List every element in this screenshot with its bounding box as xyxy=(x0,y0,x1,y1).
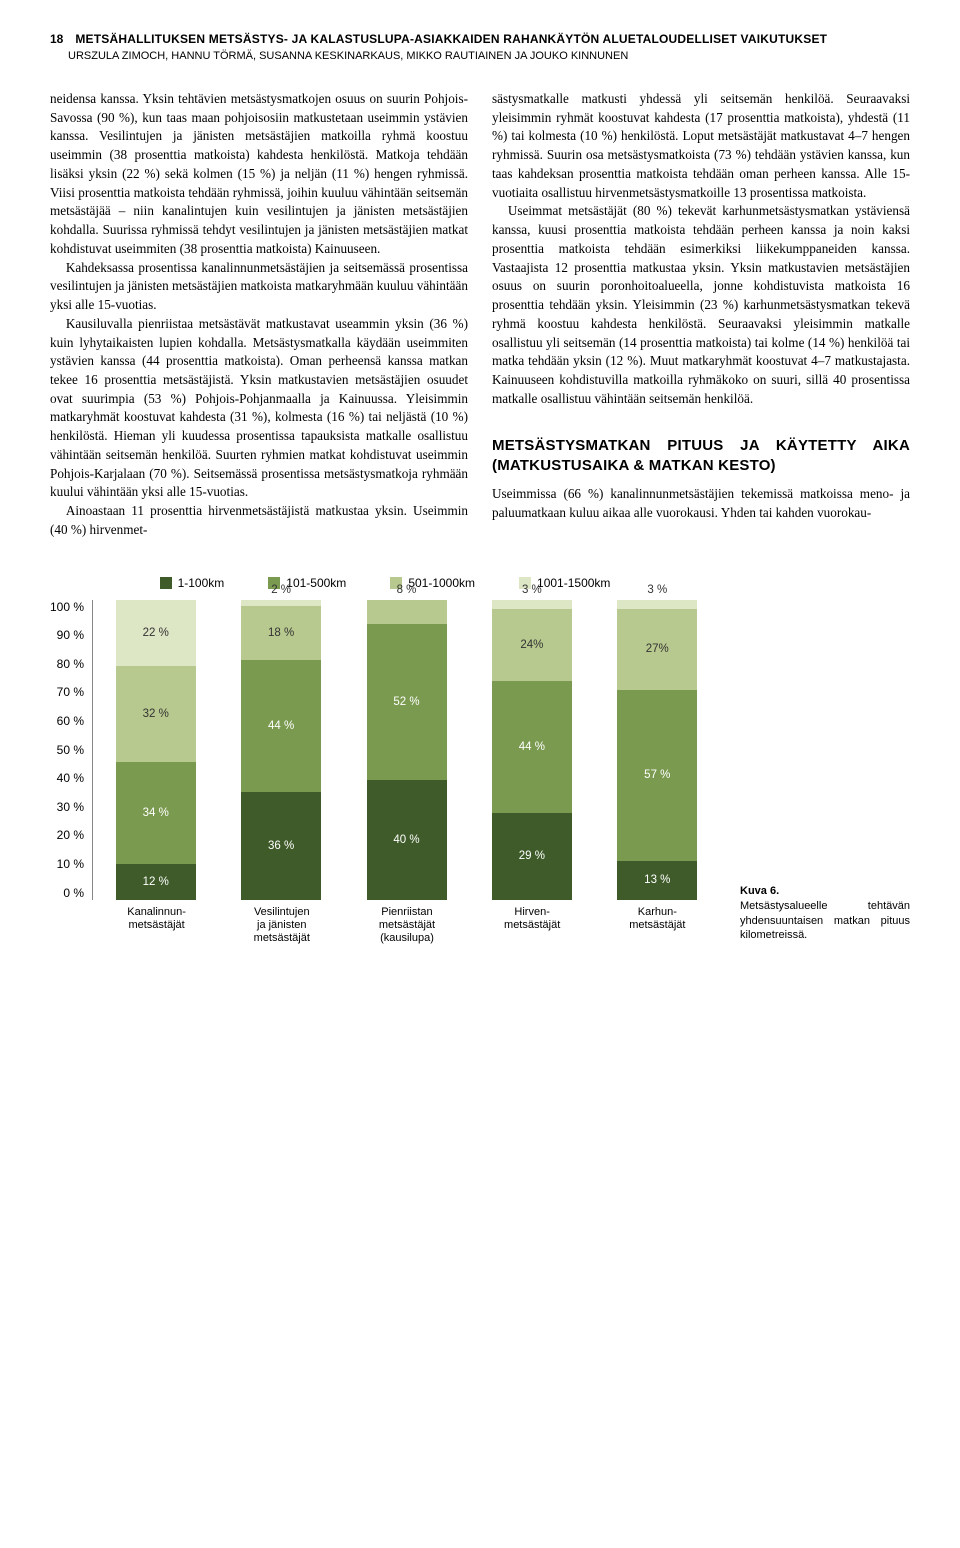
segment-label: 24% xyxy=(520,639,543,651)
segment-label: 52 % xyxy=(393,696,419,708)
paragraph: sästysmatkalle matkusti yhdessä yli seit… xyxy=(492,90,910,202)
y-tick: 60 % xyxy=(57,714,84,728)
bar-segment: 44 % xyxy=(241,660,321,792)
y-tick: 20 % xyxy=(57,828,84,842)
bars-container: 12 % 34 % 32 % 22 % 36 % 44 % 18 % 2 % 40 % 52 % 8… xyxy=(92,600,720,900)
chart-block: 1-100km101-500km501-1000km1001-1500km 10… xyxy=(50,576,910,946)
segment-label: 3 % xyxy=(492,584,572,596)
header-title: METSÄHALLITUKSEN METSÄSTYS- JA KALASTUSL… xyxy=(75,32,827,46)
bar-segment: 24% xyxy=(492,609,572,681)
paragraph: neidensa kanssa. Yksin tehtävien metsäst… xyxy=(50,90,468,259)
bar-column: 12 % 34 % 32 % 22 % xyxy=(116,600,196,900)
y-tick: 50 % xyxy=(57,743,84,757)
bar-segment: 27% xyxy=(617,609,697,690)
legend-item: 1-100km xyxy=(160,576,225,590)
bar-segment: 2 % xyxy=(241,600,321,606)
segment-label: 13 % xyxy=(644,874,670,886)
segment-label: 40 % xyxy=(393,834,419,846)
segment-label: 8 % xyxy=(367,584,447,596)
bar-column: 40 % 52 % 8 % xyxy=(367,600,447,900)
body-text: neidensa kanssa. Yksin tehtävien metsäst… xyxy=(50,90,910,540)
segment-label: 2 % xyxy=(241,584,321,596)
legend-swatch xyxy=(160,577,172,589)
bar-segment: 40 % xyxy=(367,780,447,900)
bar-segment: 44 % xyxy=(492,681,572,813)
stacked-bar-chart: 100 % 90 % 80 % 70 % 60 % 50 % 40 % 30 % 20 % 10 … xyxy=(50,600,720,900)
bar-segment: 29 % xyxy=(492,813,572,900)
bar-segment: 22 % xyxy=(116,600,196,666)
segment-label: 22 % xyxy=(143,627,169,639)
bar-segment: 12 % xyxy=(116,864,196,900)
x-axis-labels: Kanalinnun-metsästäjät Vesilintujenja jän… xyxy=(94,906,720,946)
right-column: sästysmatkalle matkusti yhdessä yli seit… xyxy=(492,90,910,540)
paragraph: Useimmissa (66 %) kanalinnunmetsästäjien… xyxy=(492,485,910,522)
bar-segment: 13 % xyxy=(617,861,697,900)
x-label: Kanalinnun-metsästäjät xyxy=(112,906,202,946)
paragraph: Kausiluvalla pienriistaa metsästävät mat… xyxy=(50,315,468,502)
paragraph: Useimmat metsästäjät (80 %) tekevät karh… xyxy=(492,202,910,408)
y-tick: 90 % xyxy=(57,628,84,642)
x-label: Karhun-metsästäjät xyxy=(612,906,702,946)
segment-label: 27% xyxy=(646,643,669,655)
y-tick: 40 % xyxy=(57,771,84,785)
paragraph: Kahdeksassa prosentissa kanalinnunmetsäs… xyxy=(50,259,468,315)
bar-segment: 32 % xyxy=(116,666,196,762)
legend-label: 1-100km xyxy=(178,576,225,590)
x-label: Vesilintujenja jänistenmetsästäjät xyxy=(237,906,327,946)
page-number: 18 xyxy=(50,32,63,46)
section-heading: METSÄSTYSMATKAN PITUUS JA KÄYTETTY AIKA … xyxy=(492,436,910,475)
segment-label: 32 % xyxy=(143,708,169,720)
x-label: Hirven-metsästäjät xyxy=(487,906,577,946)
bar-column: 29 % 44 % 24% 3 % xyxy=(492,600,572,900)
page-header: 18 METSÄHALLITUKSEN METSÄSTYS- JA KALAST… xyxy=(50,30,910,62)
y-tick: 10 % xyxy=(57,857,84,871)
left-column: neidensa kanssa. Yksin tehtävien metsäst… xyxy=(50,90,468,540)
bar-segment: 3 % xyxy=(492,600,572,609)
caption-title: Kuva 6. xyxy=(740,885,779,897)
segment-label: 36 % xyxy=(268,840,294,852)
bar-segment: 3 % xyxy=(617,600,697,609)
segment-label: 34 % xyxy=(143,807,169,819)
segment-label: 44 % xyxy=(519,741,545,753)
bar-column: 13 % 57 % 27% 3 % xyxy=(617,600,697,900)
bar-segment: 52 % xyxy=(367,624,447,780)
caption-text: Metsästysalueelle tehtävän yhdensuuntais… xyxy=(740,900,910,942)
segment-label: 12 % xyxy=(143,876,169,888)
y-axis: 100 % 90 % 80 % 70 % 60 % 50 % 40 % 30 % 20 % 10 … xyxy=(50,600,92,900)
segment-label: 29 % xyxy=(519,850,545,862)
segment-label: 44 % xyxy=(268,720,294,732)
y-tick: 30 % xyxy=(57,800,84,814)
chart-caption: Kuva 6. Metsästysalueelle tehtävän yhden… xyxy=(740,884,910,945)
bar-column: 36 % 44 % 18 % 2 % xyxy=(241,600,321,900)
header-authors: URSZULA ZIMOCH, HANNU TÖRMÄ, SUSANNA KES… xyxy=(68,50,910,62)
segment-label: 3 % xyxy=(617,584,697,596)
bar-segment: 57 % xyxy=(617,690,697,861)
paragraph: Ainoastaan 11 prosenttia hirvenmetsästäj… xyxy=(50,502,468,539)
bar-segment: 34 % xyxy=(116,762,196,864)
bar-segment: 18 % xyxy=(241,606,321,660)
y-tick: 80 % xyxy=(57,657,84,671)
y-tick: 0 % xyxy=(63,886,84,900)
y-tick: 100 % xyxy=(50,600,84,614)
bar-segment: 8 % xyxy=(367,600,447,624)
bar-segment: 36 % xyxy=(241,792,321,900)
segment-label: 18 % xyxy=(268,627,294,639)
segment-label: 57 % xyxy=(644,769,670,781)
x-label: Pienriistanmetsästäjät(kausilupa) xyxy=(362,906,452,946)
y-tick: 70 % xyxy=(57,685,84,699)
